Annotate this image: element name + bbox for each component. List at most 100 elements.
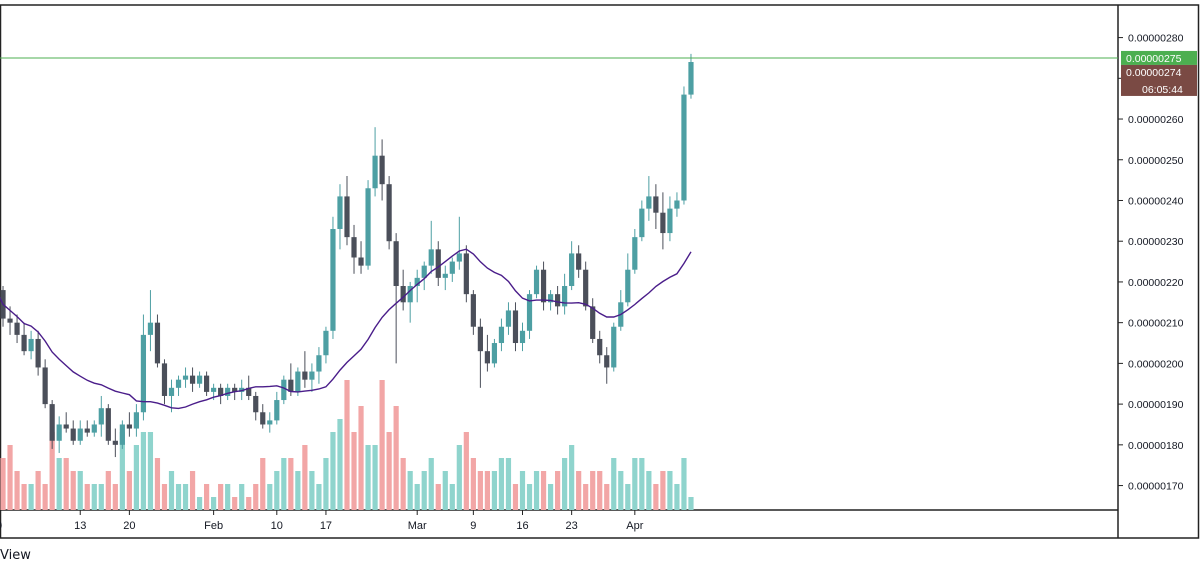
volume-bar — [0, 458, 6, 510]
candle-body — [323, 330, 329, 356]
candle-body — [211, 387, 217, 392]
volume-bar — [414, 484, 420, 510]
moving-average — [0, 248, 692, 410]
candle-body — [498, 326, 505, 344]
volume-bar — [463, 432, 469, 510]
candle-body — [562, 286, 568, 307]
volume-bar — [246, 497, 252, 510]
y-tick-label: 0.00000180 — [1128, 440, 1184, 452]
volume-bar — [449, 484, 455, 510]
candle-body — [604, 355, 610, 368]
candle-body — [365, 188, 371, 266]
y-tick-label: 0.00000210 — [1128, 318, 1184, 330]
volume-bar — [526, 484, 533, 510]
volume-bar — [274, 471, 280, 510]
chart-frame — [0, 4, 1200, 539]
candle-body — [330, 228, 336, 331]
candle-body — [435, 249, 441, 278]
volume-bar — [323, 458, 329, 510]
volume-bar — [393, 406, 399, 510]
volume-bar — [119, 432, 125, 510]
candle-body — [428, 249, 434, 266]
candle-body — [442, 273, 448, 278]
candle-body — [505, 310, 512, 327]
candle-body — [309, 371, 315, 380]
volume-bar — [112, 484, 118, 510]
candle-body — [218, 387, 224, 396]
candle-body — [400, 286, 406, 303]
candle-body — [646, 196, 652, 209]
volume-bar — [667, 471, 673, 510]
y-tick-label: 0.00000230 — [1128, 236, 1184, 248]
volume-bar — [253, 484, 259, 510]
x-tick-label: 20 — [123, 520, 135, 532]
volume-bar — [639, 458, 645, 510]
candle-body — [611, 326, 617, 368]
candle-body — [639, 208, 645, 238]
candle-body — [512, 310, 519, 344]
x-tick-label: Feb — [204, 520, 223, 532]
volume-bar — [337, 419, 343, 510]
candle-body — [660, 212, 666, 234]
candle-body — [316, 355, 322, 372]
volume-bar — [618, 471, 624, 510]
volume-bar — [407, 471, 413, 510]
volume-bar — [154, 458, 161, 510]
y-tick-label: 0.00000220 — [1128, 277, 1184, 289]
volume-bar — [260, 458, 266, 510]
candle-body — [533, 269, 540, 295]
last-price-label: 0.00000274 — [1126, 67, 1182, 79]
volume-bar — [168, 471, 175, 510]
x-tick-label: Apr — [626, 520, 643, 532]
candle-body — [112, 440, 118, 445]
candle-body — [547, 294, 554, 303]
candle-body — [56, 424, 62, 441]
candle-body — [7, 318, 13, 323]
candle-body — [295, 371, 301, 392]
volume-bar — [386, 432, 392, 510]
volume-bar — [28, 484, 34, 510]
candle-body — [555, 294, 561, 307]
last-price-badge — [1121, 64, 1197, 96]
volume-bar — [660, 471, 666, 510]
axes: 0.00000170 0.00000180 0.00000190 0.00000200… — [0, 33, 1197, 532]
volume-bar — [309, 471, 315, 510]
candle-body — [126, 424, 132, 429]
volume-bar — [133, 445, 139, 510]
candle-body — [49, 404, 55, 441]
volume-bar — [175, 484, 182, 510]
volume-bar — [442, 471, 448, 510]
candle-body — [344, 196, 350, 238]
candle-body — [168, 387, 175, 396]
candle-body — [407, 286, 413, 303]
volume-bar — [232, 497, 238, 510]
candle-body — [372, 155, 378, 189]
volume-bar — [302, 445, 308, 510]
volume-bar — [365, 445, 371, 510]
candle-body — [35, 338, 41, 368]
x-tick-label: 20 — [0, 520, 2, 532]
volume-bar — [625, 484, 631, 510]
candle-body — [28, 338, 34, 352]
candle-body — [182, 375, 189, 380]
candle-body — [421, 265, 427, 278]
candle-body — [351, 237, 357, 258]
volume-bar — [498, 458, 505, 510]
volume-bar — [590, 471, 596, 510]
x-tick-label: 13 — [74, 520, 86, 532]
candle-body — [491, 343, 498, 364]
candle-body — [337, 196, 343, 229]
volume-bar — [63, 458, 69, 510]
x-tick-label: 16 — [516, 520, 528, 532]
candle-body — [175, 379, 182, 388]
candle-body — [393, 241, 399, 287]
y-tick-label: 0.00000260 — [1128, 114, 1184, 126]
candle-body — [77, 428, 83, 441]
candle-body — [597, 338, 603, 356]
volume-bar — [77, 471, 83, 510]
candle-body — [70, 428, 76, 441]
x-tick-label: 9 — [470, 520, 476, 532]
candle-body — [576, 253, 582, 270]
candle-body — [161, 363, 168, 396]
